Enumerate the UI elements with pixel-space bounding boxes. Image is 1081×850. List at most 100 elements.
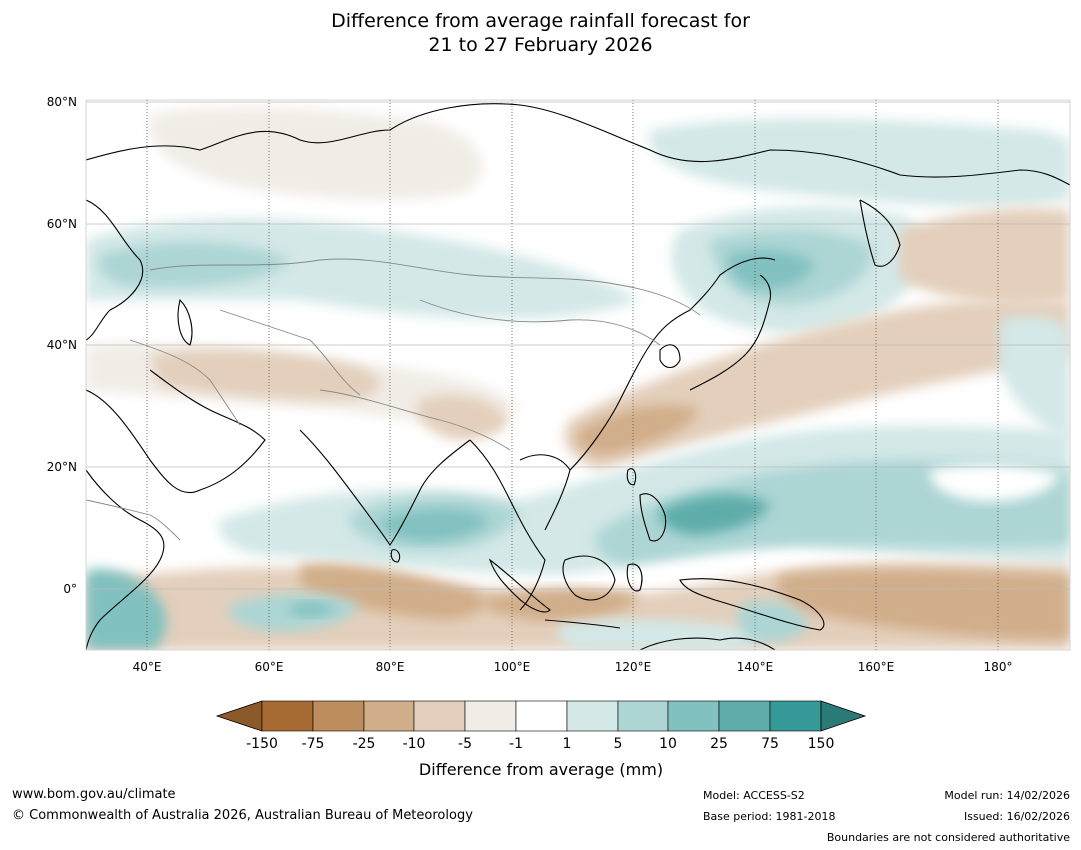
- coastline-new-guinea: [679, 578, 825, 631]
- coastline-java: [544, 619, 621, 629]
- colorbar-tick: 25: [710, 736, 728, 752]
- latitude-labels: 80°N 60°N 40°N 20°N 0°: [47, 95, 77, 596]
- anomaly-region-siberia-dry: [148, 107, 482, 200]
- title-line-1: Difference from average rainfall forecas…: [331, 10, 750, 32]
- coastline-borneo: [562, 555, 616, 601]
- colorbar-tick: 1: [563, 736, 572, 752]
- colorbar-segment: [769, 700, 822, 732]
- colorbar-segment: [464, 700, 517, 732]
- lon-label-180: 180°: [984, 660, 1013, 674]
- website-link[interactable]: www.bom.gov.au/climate: [12, 787, 176, 802]
- coastline-sulawesi: [626, 563, 643, 592]
- coastline-sri-lanka: [390, 549, 401, 563]
- lat-label-60n: 60°N: [47, 217, 77, 231]
- anomaly-region-pacific-jet-dry: [564, 299, 1070, 470]
- lon-label-40e: 40°E: [133, 660, 162, 674]
- base-period-label: Base period: 1981-2018: [703, 810, 836, 823]
- anomaly-region-coral-sea-wet: [737, 601, 810, 642]
- model-run-label: Model run: 14/02/2026: [944, 789, 1070, 802]
- anomaly-region-south-indian-core-wet: [290, 602, 335, 617]
- colorbar: [215, 700, 867, 732]
- lat-label-80n: 80°N: [47, 95, 77, 109]
- coastline-china: [569, 257, 776, 471]
- border-africa: [86, 499, 181, 541]
- colorbar-segment: [312, 700, 365, 732]
- coastline-indochina: [519, 454, 571, 531]
- coastline-arabia: [86, 369, 266, 494]
- anomaly-region-ural-wet: [98, 242, 291, 287]
- anomaly-region-central-pacific-weak: [929, 464, 1060, 502]
- anomaly-region-philippine-sea-wet: [658, 494, 770, 535]
- colorbar-over-arrow: [820, 700, 867, 732]
- border-russia-kazakhstan: [149, 258, 701, 316]
- lon-label-120e: 120°E: [615, 660, 652, 674]
- country-borders: [86, 258, 701, 541]
- coastline-taiwan: [626, 468, 637, 486]
- chart-title: Difference from average rainfall forecas…: [0, 9, 1081, 57]
- anomaly-region-png-dry: [776, 569, 1070, 640]
- longitude-labels: 40°E 60°E 80°E 100°E 120°E 140°E 160°E 1…: [133, 660, 1013, 674]
- coastline-india: [299, 429, 471, 546]
- colorbar-tick: -75: [302, 736, 325, 752]
- issued-label: Issued: 16/02/2026: [963, 810, 1070, 823]
- colorbar-segment: [261, 700, 314, 732]
- colorbar-tick: 10: [659, 736, 677, 752]
- lat-label-20n: 20°N: [47, 460, 77, 474]
- copyright-notice: © Commonwealth of Australia 2026, Austra…: [12, 808, 473, 823]
- colorbar-tick: 75: [761, 736, 779, 752]
- map-panel: [86, 100, 1070, 650]
- map-frame: [85, 99, 1071, 651]
- coastline-europe: [86, 199, 144, 341]
- anomaly-region-north-pacific-dry: [900, 208, 1070, 304]
- colorbar-tick-labels: -150 -75 -25 -10 -5 -1 1 5 10 25 75 150: [246, 736, 834, 752]
- lon-label-60e: 60°E: [255, 660, 284, 674]
- colorbar-tick: 5: [614, 736, 623, 752]
- coastline-sumatra: [488, 558, 551, 613]
- coastline-southeast-asia: [469, 439, 546, 611]
- anomaly-region-east-siberia-wet: [648, 118, 1070, 207]
- coastline-caspian: [177, 298, 193, 346]
- lat-label-equator: 0°: [63, 582, 77, 596]
- lon-label-160e: 160°E: [858, 660, 895, 674]
- border-mongolia-china: [419, 299, 661, 346]
- anomaly-region-timor-sea-wet: [558, 619, 762, 650]
- anomaly-region-iran-dry: [150, 349, 380, 400]
- anomaly-region-sumatra-dry: [300, 564, 485, 620]
- colorbar-segment: [617, 700, 669, 732]
- colorbar-segment: [363, 700, 415, 732]
- colorbar-tick: -1: [509, 736, 523, 752]
- colorbar-segment: [718, 700, 771, 732]
- coastline-kamchatka: [859, 199, 901, 267]
- colorbar-segment: [515, 700, 568, 732]
- anomaly-region-pacific-east-wet: [1000, 315, 1070, 440]
- anomaly-region-indian-ocean-wet: [379, 508, 490, 542]
- colorbar-tick: 150: [808, 736, 835, 752]
- coastline-philippines: [639, 493, 667, 542]
- coastline-arctic: [86, 103, 1070, 186]
- latitude-gridlines: [86, 101, 1070, 590]
- colorbar-label: Difference from average (mm): [419, 760, 663, 779]
- colorbar-tick: -25: [353, 736, 376, 752]
- anomaly-region-indonesia-dry: [480, 588, 640, 622]
- colorbar-tick: -10: [403, 736, 426, 752]
- colorbar-segment: [667, 700, 720, 732]
- rainfall-anomaly-field: [86, 107, 1070, 650]
- anomaly-region-central-asia-wet: [86, 218, 640, 319]
- title-line-2: 21 to 27 February 2026: [428, 34, 653, 56]
- colorbar-segment: [566, 700, 619, 732]
- lat-label-40n: 40°N: [47, 338, 77, 352]
- colorbar-tick: -5: [458, 736, 472, 752]
- coastline-korea: [659, 344, 681, 369]
- colorbar-tick: -150: [246, 736, 278, 752]
- border-central-asia: [219, 309, 361, 396]
- model-label: Model: ACCESS-S2: [703, 789, 805, 802]
- colorbar-under-arrow: [215, 700, 263, 732]
- coastline-japan: [689, 274, 772, 391]
- lon-label-100e: 100°E: [494, 660, 531, 674]
- boundaries-note: Boundaries are not considered authoritat…: [826, 831, 1070, 844]
- coastline-australia: [639, 637, 776, 650]
- lon-label-80e: 80°E: [376, 660, 405, 674]
- border-middle-east: [129, 339, 241, 426]
- border-china-india: [319, 389, 511, 451]
